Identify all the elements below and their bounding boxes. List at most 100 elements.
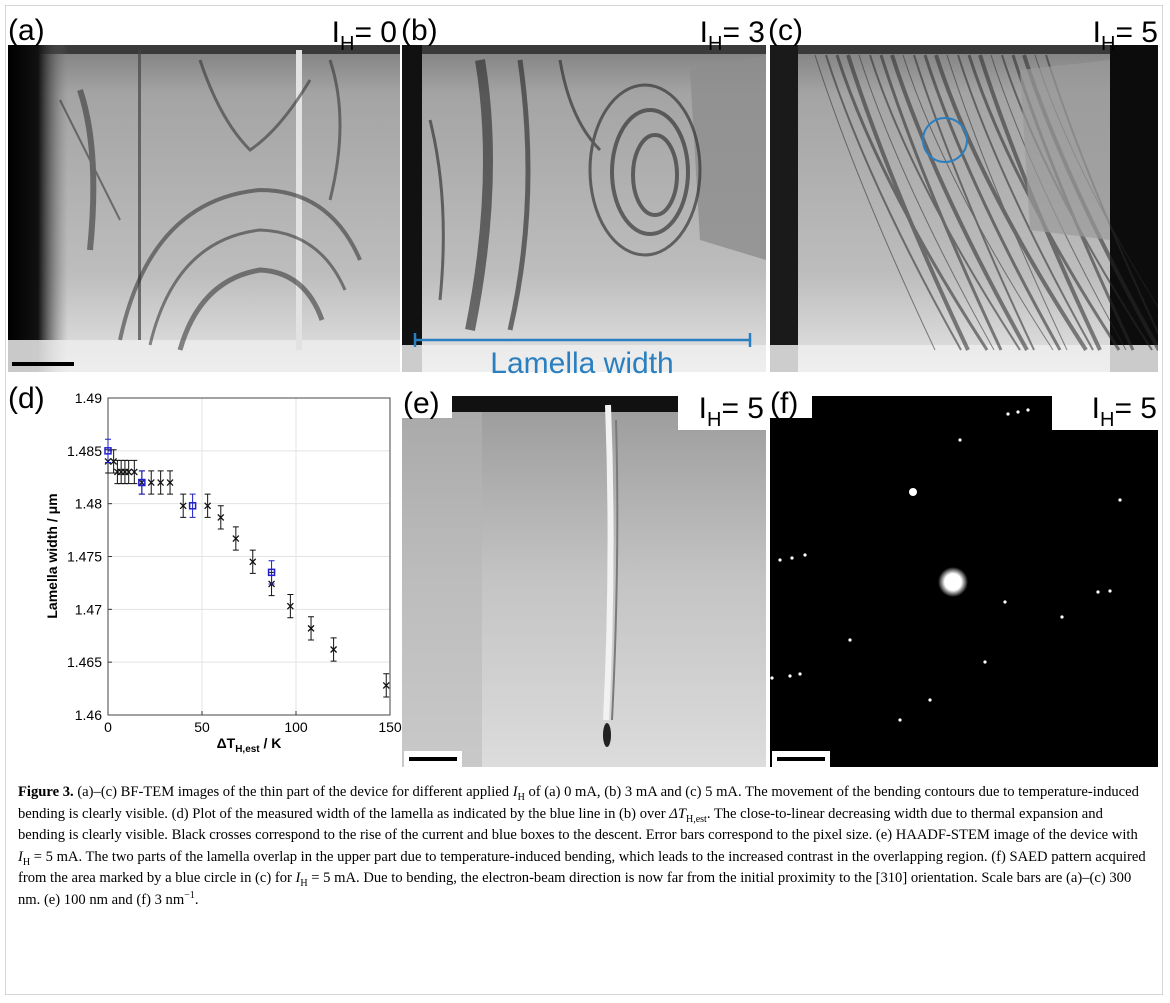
- panel-label: (b): [401, 14, 438, 47]
- current-label: IH= 3: [700, 16, 765, 55]
- square-marker: [138, 478, 146, 487]
- diffraction-spot: [778, 558, 782, 562]
- cross-marker: [204, 502, 212, 510]
- contour: [835, 54, 989, 351]
- diffraction-spot: [798, 672, 802, 676]
- diffraction-spot: [1060, 615, 1064, 619]
- figure: Lamella width (a) IH= 0 (b) IH= 3 (c) I: [8, 14, 1158, 767]
- caption-symbol: ΔT: [669, 805, 686, 822]
- diffraction-spot: [909, 488, 917, 496]
- contour: [814, 54, 936, 351]
- square-marker: [188, 502, 197, 510]
- x-tick-label: 0: [104, 719, 112, 735]
- x-axis-label: ΔTH,est / K: [217, 735, 282, 755]
- diffraction-spot: [1096, 590, 1100, 594]
- diffraction-spot: [803, 553, 807, 557]
- tem-image-a: [8, 45, 400, 372]
- diffraction-spot: [770, 676, 774, 680]
- cross-marker: [330, 646, 338, 653]
- error-bar: [105, 438, 111, 463]
- panel-label: (e): [403, 387, 440, 420]
- diffraction-spot: [928, 698, 932, 702]
- contour: [946, 54, 1068, 351]
- diffraction-spot: [788, 674, 792, 678]
- contour: [825, 54, 962, 351]
- diffraction-spot: [790, 556, 794, 560]
- cross-marker: [382, 681, 390, 689]
- lamella-width-marker: [413, 333, 752, 347]
- panel-label: (d): [8, 382, 45, 415]
- caption-text: of (a) 0 mA, (b) 3 mA and (c) 5 mA. The …: [18, 784, 1139, 822]
- cross-marker: [232, 535, 240, 542]
- contour: [858, 54, 995, 351]
- error-bar: [189, 493, 196, 518]
- error-bar: [138, 470, 145, 495]
- contour: [913, 54, 1035, 351]
- square-marker: [104, 447, 112, 455]
- haadf-image-e: [402, 396, 766, 767]
- y-tick-label: 1.475: [67, 549, 102, 565]
- current-label: IH= 5: [1092, 392, 1157, 431]
- caption-subscript: H: [300, 878, 308, 890]
- cross-marker: [125, 468, 133, 476]
- contour: [934, 54, 1088, 352]
- square-marker: [267, 568, 276, 577]
- diffraction-spot: [898, 718, 902, 722]
- cross-marker: [110, 457, 118, 465]
- panel-label: (f): [770, 387, 798, 420]
- cross-marker: [147, 479, 155, 486]
- caption: Figure 3. (a)–(c) BF-TEM images of the t…: [18, 782, 1150, 912]
- diffraction-spot: [1026, 408, 1030, 412]
- diffraction-spot: [848, 638, 852, 642]
- caption-text: .: [194, 891, 199, 908]
- y-tick-label: 1.46: [75, 707, 102, 723]
- y-tick-label: 1.485: [67, 443, 102, 459]
- panel-label: (a): [8, 14, 45, 47]
- contour: [890, 54, 1029, 351]
- label-box: [1052, 390, 1158, 430]
- cross-marker: [130, 468, 138, 476]
- diffraction-spot: [1006, 412, 1010, 416]
- cross-marker: [286, 602, 294, 610]
- y-tick-label: 1.47: [75, 601, 102, 617]
- cross-marker: [166, 479, 174, 486]
- diffraction-spot: [983, 660, 987, 664]
- contour: [957, 54, 1094, 351]
- diffraction-spot: [958, 438, 962, 442]
- caption-subscript: H,est: [685, 813, 707, 825]
- figure-frame: [5, 5, 1163, 995]
- contour: [967, 54, 1121, 351]
- caption-title: Figure 3.: [18, 784, 74, 800]
- y-axis-label: Lamella width / μm: [44, 493, 60, 618]
- current-label: IH= 5: [699, 392, 764, 431]
- caption-subscript: H: [22, 856, 31, 868]
- cross-marker: [217, 513, 225, 521]
- diffraction-spot: [1108, 589, 1112, 593]
- label-box: [678, 390, 766, 430]
- caption-symbol: I: [18, 848, 23, 865]
- contour: [923, 54, 1062, 351]
- caption-text: . The close-to-linear decreasing width d…: [18, 805, 1138, 844]
- chart: 1.46 1.465 1.47 1.475 1.48 1.485 1.49 0 50 100 150: [67, 390, 402, 735]
- cross-marker: [249, 558, 257, 566]
- caption-text: = 5 mA. The two parts of the lamella ove…: [18, 848, 1146, 887]
- contour: [879, 54, 1003, 351]
- y-tick-label: 1.49: [75, 390, 102, 406]
- annotation: Lamella width: [490, 347, 673, 380]
- current-label: IH= 0: [332, 16, 397, 55]
- y-tick-label: 1.465: [67, 654, 102, 670]
- diffraction-spot: [1016, 410, 1020, 414]
- current-label: IH= 5: [1093, 16, 1158, 55]
- area-circle: [922, 117, 968, 163]
- diffraction-spot: [1003, 600, 1007, 604]
- caption-subscript: H: [517, 791, 525, 803]
- caption-text: (a)–(c) BF-TEM images of the thin part o…: [73, 784, 513, 800]
- axes-box: [107, 397, 391, 716]
- saed-image-f: [770, 396, 1158, 767]
- cross-marker: [157, 479, 165, 486]
- x-tick-label: 100: [284, 719, 308, 735]
- cross-marker: [179, 502, 187, 510]
- contour: [902, 54, 1054, 351]
- diffraction-spot: [1118, 498, 1122, 502]
